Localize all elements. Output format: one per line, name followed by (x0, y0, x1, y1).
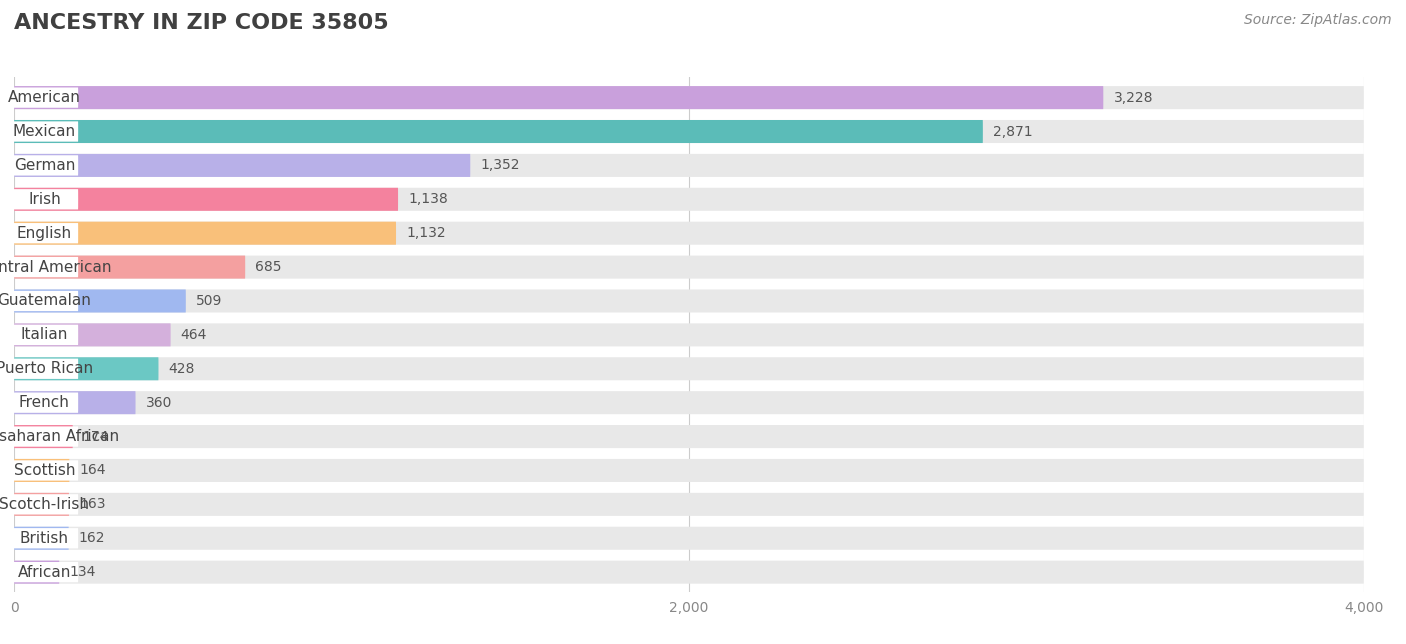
FancyBboxPatch shape (14, 154, 1364, 177)
FancyBboxPatch shape (14, 493, 69, 516)
Text: African: African (18, 565, 72, 580)
FancyBboxPatch shape (14, 289, 1364, 312)
Text: Mexican: Mexican (13, 124, 76, 139)
FancyBboxPatch shape (11, 494, 79, 515)
Text: 1,352: 1,352 (481, 158, 520, 173)
Text: 1,132: 1,132 (406, 226, 446, 240)
Text: Subsaharan African: Subsaharan African (0, 429, 120, 444)
Text: Scotch-Irish: Scotch-Irish (0, 497, 90, 512)
Text: Central American: Central American (0, 260, 111, 274)
FancyBboxPatch shape (14, 527, 69, 550)
Text: English: English (17, 225, 72, 241)
Text: Italian: Italian (21, 327, 67, 343)
FancyBboxPatch shape (11, 291, 79, 311)
FancyBboxPatch shape (11, 562, 79, 582)
Text: Source: ZipAtlas.com: Source: ZipAtlas.com (1244, 13, 1392, 27)
FancyBboxPatch shape (14, 357, 159, 381)
Text: 163: 163 (79, 497, 105, 511)
Text: Guatemalan: Guatemalan (0, 294, 91, 308)
FancyBboxPatch shape (11, 460, 79, 480)
FancyBboxPatch shape (14, 323, 1364, 346)
FancyBboxPatch shape (11, 155, 79, 176)
FancyBboxPatch shape (14, 256, 1364, 279)
FancyBboxPatch shape (14, 188, 1364, 211)
FancyBboxPatch shape (11, 528, 79, 549)
FancyBboxPatch shape (14, 561, 1364, 583)
FancyBboxPatch shape (11, 257, 79, 277)
FancyBboxPatch shape (11, 393, 79, 413)
Text: German: German (14, 158, 75, 173)
Text: Puerto Rican: Puerto Rican (0, 361, 93, 376)
Text: 464: 464 (181, 328, 207, 342)
Text: 174: 174 (83, 430, 110, 444)
Text: 3,228: 3,228 (1114, 91, 1153, 104)
FancyBboxPatch shape (14, 391, 135, 414)
Text: American: American (8, 90, 82, 105)
Text: Scottish: Scottish (14, 463, 75, 478)
FancyBboxPatch shape (14, 86, 1364, 109)
FancyBboxPatch shape (14, 357, 1364, 381)
FancyBboxPatch shape (11, 223, 79, 243)
FancyBboxPatch shape (14, 459, 69, 482)
FancyBboxPatch shape (14, 561, 59, 583)
FancyBboxPatch shape (14, 425, 73, 448)
FancyBboxPatch shape (14, 154, 470, 177)
FancyBboxPatch shape (14, 222, 1364, 245)
FancyBboxPatch shape (11, 325, 79, 345)
Text: British: British (20, 531, 69, 545)
FancyBboxPatch shape (11, 88, 79, 108)
Text: 134: 134 (69, 565, 96, 579)
FancyBboxPatch shape (14, 86, 1104, 109)
Text: 162: 162 (79, 531, 105, 545)
FancyBboxPatch shape (14, 493, 1364, 516)
FancyBboxPatch shape (14, 120, 1364, 143)
FancyBboxPatch shape (14, 256, 245, 279)
FancyBboxPatch shape (14, 425, 1364, 448)
FancyBboxPatch shape (11, 426, 79, 447)
Text: 509: 509 (195, 294, 222, 308)
FancyBboxPatch shape (14, 222, 396, 245)
Text: 360: 360 (146, 395, 172, 410)
FancyBboxPatch shape (11, 359, 79, 379)
Text: 1,138: 1,138 (408, 193, 449, 206)
FancyBboxPatch shape (11, 189, 79, 209)
FancyBboxPatch shape (14, 459, 1364, 482)
FancyBboxPatch shape (14, 391, 1364, 414)
Text: 428: 428 (169, 362, 195, 376)
FancyBboxPatch shape (14, 120, 983, 143)
Text: 164: 164 (80, 464, 105, 477)
FancyBboxPatch shape (14, 289, 186, 312)
Text: Irish: Irish (28, 192, 60, 207)
Text: 2,871: 2,871 (993, 124, 1032, 138)
FancyBboxPatch shape (14, 323, 170, 346)
Text: French: French (20, 395, 70, 410)
FancyBboxPatch shape (14, 527, 1364, 550)
FancyBboxPatch shape (11, 121, 79, 142)
FancyBboxPatch shape (14, 188, 398, 211)
Text: 685: 685 (256, 260, 281, 274)
Text: ANCESTRY IN ZIP CODE 35805: ANCESTRY IN ZIP CODE 35805 (14, 13, 388, 33)
